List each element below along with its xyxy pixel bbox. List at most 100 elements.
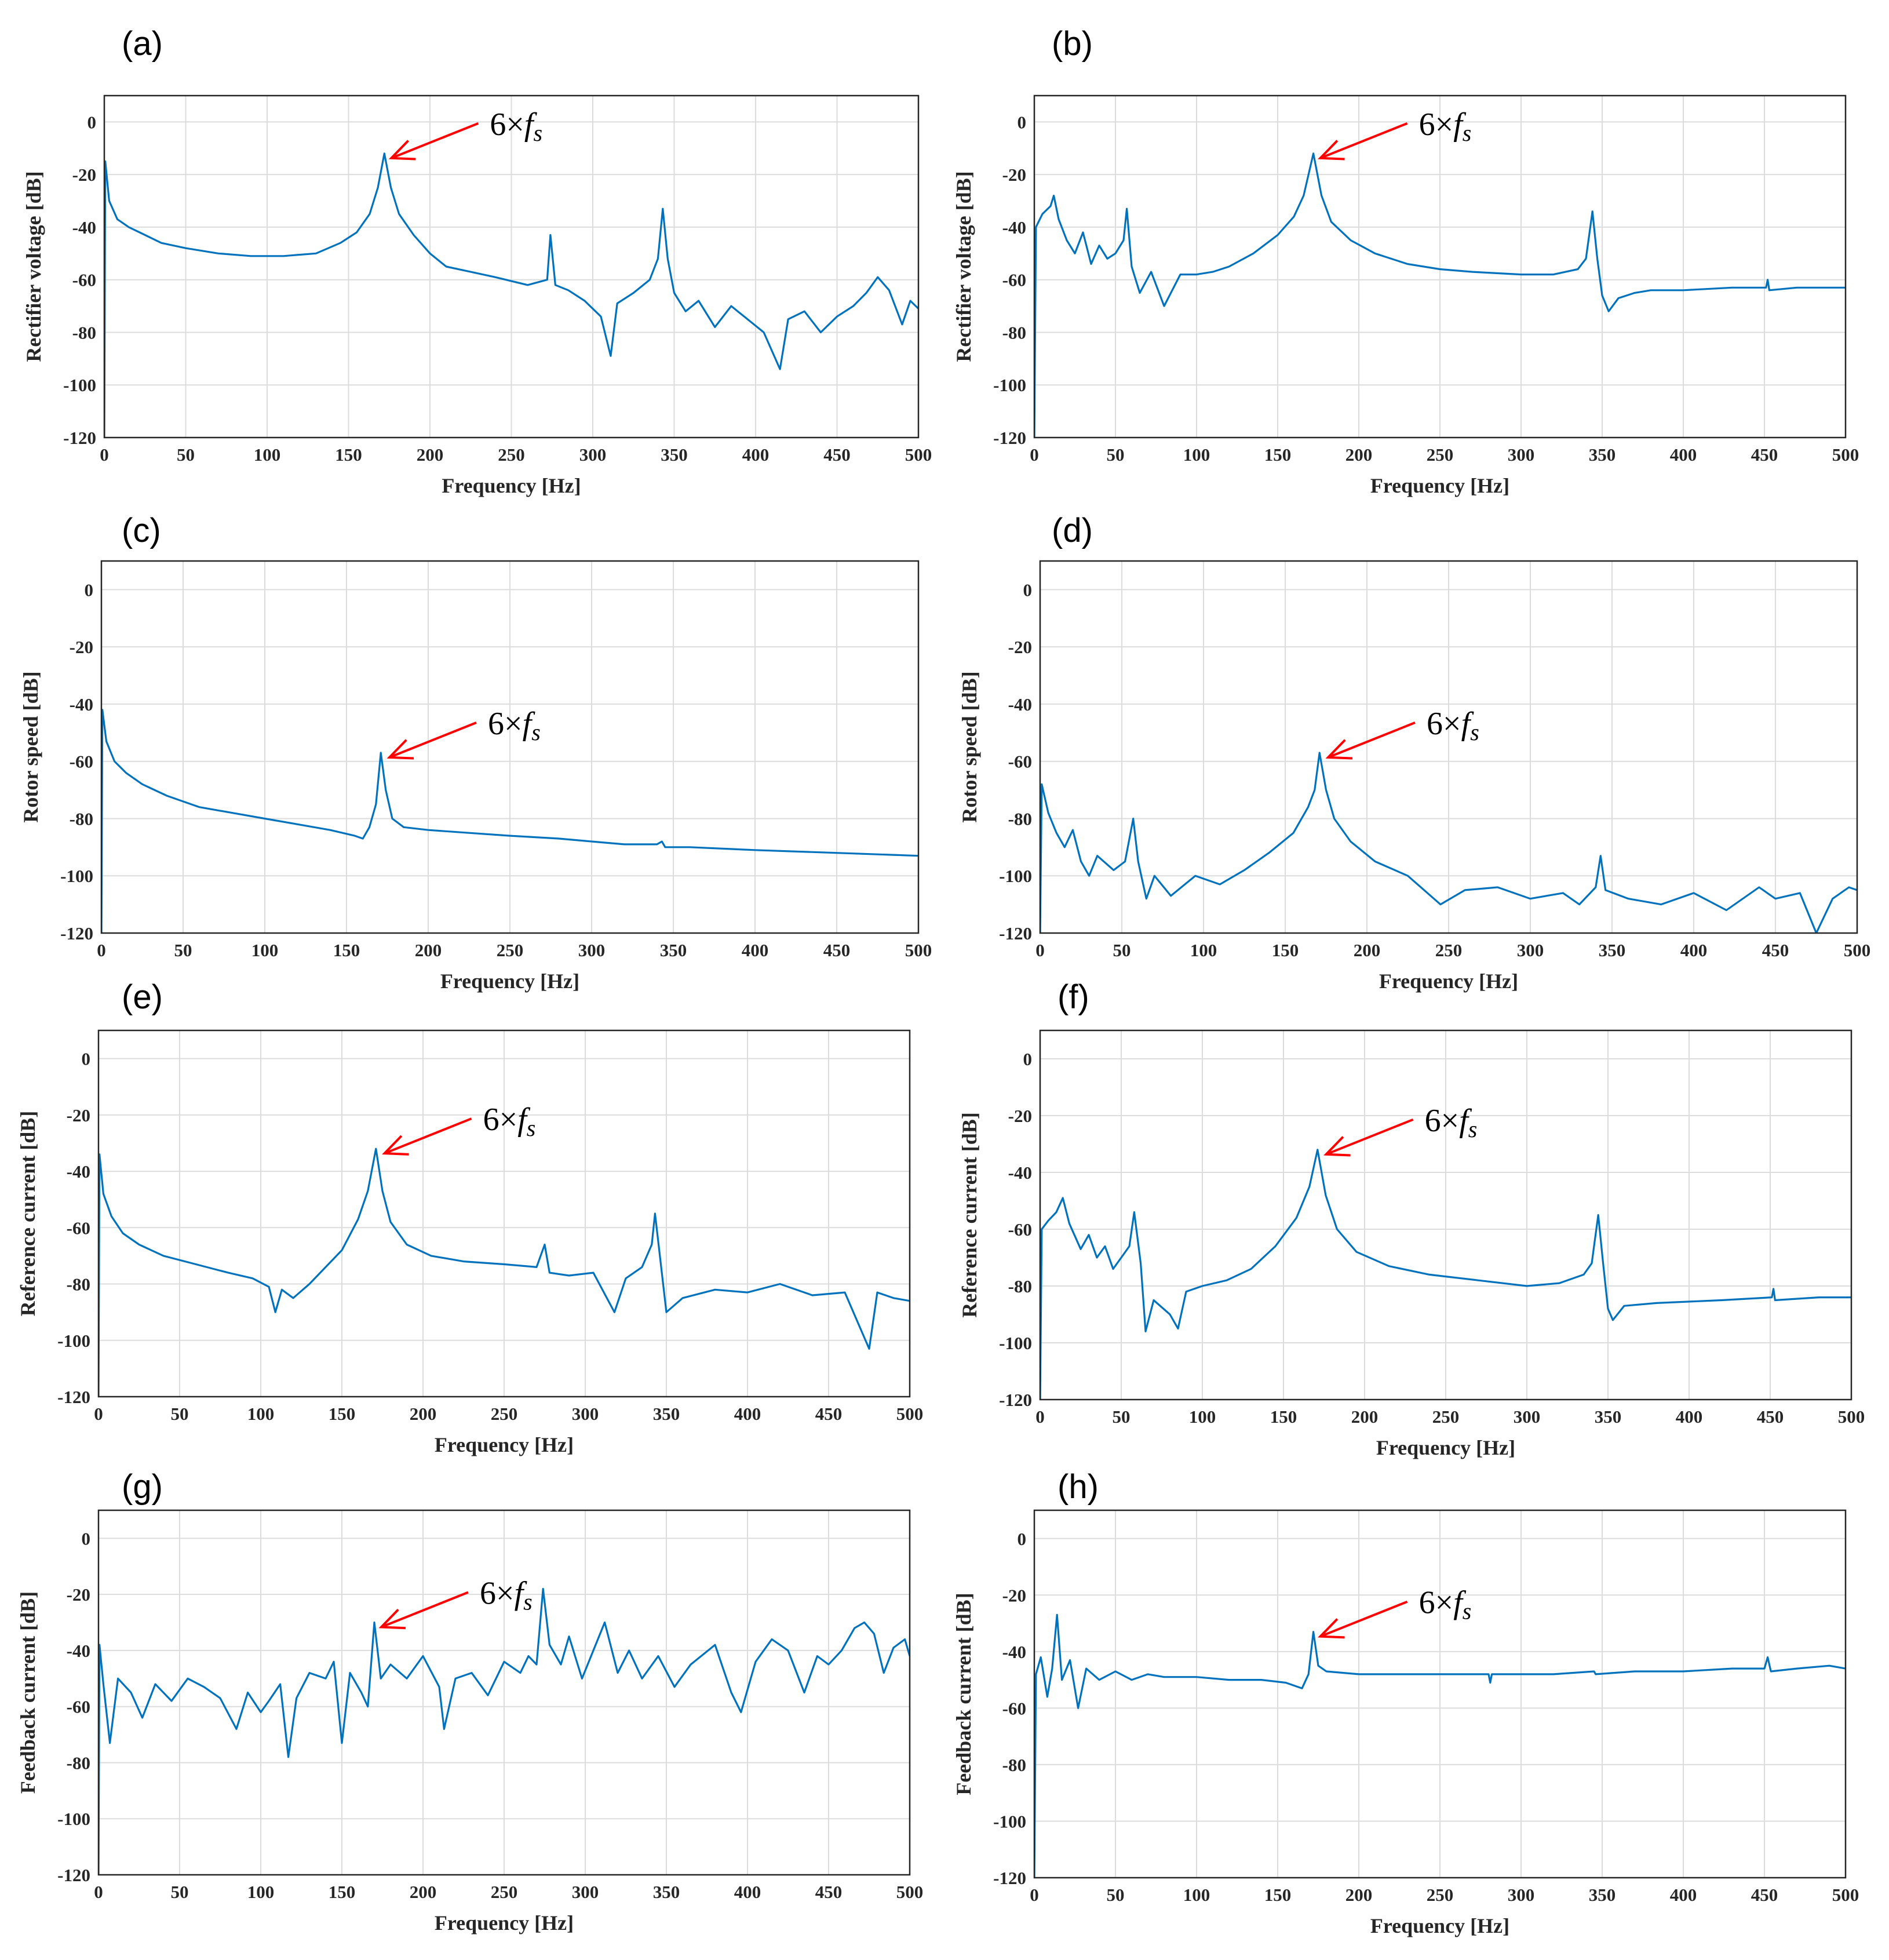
annotation-subscript: s <box>533 120 542 146</box>
annotation-arrow <box>384 1117 472 1155</box>
x-tick-label: 400 <box>1680 940 1708 960</box>
x-tick-label: 250 <box>1432 1407 1460 1427</box>
y-tick-label: -60 <box>1008 752 1032 772</box>
x-tick-label: 0 <box>94 1882 103 1902</box>
series-line-spectrum <box>1040 752 1857 933</box>
y-tick-label: -80 <box>1002 322 1026 343</box>
x-tick-label: 100 <box>247 1404 275 1424</box>
x-tick-label: 50 <box>1107 445 1125 465</box>
x-tick-label: 450 <box>1751 1885 1778 1905</box>
x-tick-label: 0 <box>94 1404 103 1424</box>
x-tick-label: 150 <box>329 1404 356 1424</box>
x-tick-label: 0 <box>1030 445 1039 465</box>
annotation-prefix: 6× <box>1419 1585 1454 1621</box>
y-tick-label: -60 <box>1008 1219 1032 1240</box>
x-tick-label: 400 <box>1670 445 1697 465</box>
chart-panel-3: (d) 0 50 100 150 200 250 300 350 400 450 500 0 -20 -40… <box>958 512 1870 993</box>
y-tick-label: -120 <box>999 1390 1032 1410</box>
x-tick-label: 250 <box>497 940 524 960</box>
panel-label: (e) <box>122 978 163 1016</box>
y-axis-title: Rotor speed [dB] <box>958 671 981 822</box>
x-tick-label: 0 <box>97 940 106 960</box>
x-tick-label: 300 <box>572 1882 599 1902</box>
x-tick-label: 400 <box>1670 1885 1697 1905</box>
y-tick-label: -40 <box>1008 694 1032 715</box>
y-axis-title: Reference current [dB] <box>16 1111 39 1317</box>
x-tick-label: 350 <box>661 445 688 465</box>
x-tick-label: 350 <box>1599 940 1626 960</box>
annotation-label: 6×fs <box>480 1576 533 1615</box>
y-tick-label: 0 <box>1023 1049 1033 1069</box>
y-tick-label: -100 <box>993 375 1026 395</box>
annotation-arrow <box>1325 1118 1414 1156</box>
panel-label: (a) <box>122 25 163 63</box>
x-tick-label: 400 <box>734 1404 761 1424</box>
y-tick-label: -100 <box>999 1333 1032 1353</box>
y-tick-label: -100 <box>57 1331 90 1351</box>
chart-panel-4: (e) 0 50 100 150 200 250 300 350 400 450 500 0 -20 -40… <box>16 978 923 1456</box>
y-tick-label: 0 <box>85 580 94 600</box>
y-tick-label: -40 <box>67 1161 90 1182</box>
annotation-label: 6×fs <box>1419 1585 1472 1624</box>
annotation-arrowhead <box>1318 1618 1345 1639</box>
y-tick-label: -60 <box>1002 270 1026 290</box>
annotation-subscript: s <box>1463 1598 1472 1624</box>
plot-frame <box>97 1029 911 1398</box>
y-tick-label: -80 <box>1008 808 1032 829</box>
x-tick-label: 250 <box>491 1404 518 1424</box>
x-tick-label: 350 <box>653 1404 680 1424</box>
x-tick-label: 0 <box>1030 1885 1039 1905</box>
annotation-prefix: 6× <box>1419 107 1454 143</box>
annotation-prefix: 6× <box>480 1576 515 1612</box>
y-axis-title: Rectifier voltage [dB] <box>22 171 45 362</box>
series-line-spectrum <box>1040 1149 1851 1400</box>
y-tick-label: -20 <box>67 1105 90 1125</box>
y-tick-label: -40 <box>1002 217 1026 238</box>
x-tick-label: 500 <box>896 1882 924 1902</box>
y-tick-label: -60 <box>72 270 96 290</box>
x-tick-label: 500 <box>1832 445 1859 465</box>
y-tick-label: -80 <box>72 322 96 343</box>
annotation-label: 6×fs <box>1425 1103 1478 1142</box>
x-tick-label: 100 <box>1183 1885 1210 1905</box>
x-axis-title: Frequency [Hz] <box>1379 970 1518 993</box>
x-tick-label: 0 <box>100 445 109 465</box>
y-tick-label: -80 <box>1008 1276 1032 1296</box>
annotation-arrowhead <box>382 1135 409 1156</box>
x-tick-label: 150 <box>1270 1407 1297 1427</box>
chart-panel-0: (a) 0 50 100 150 200 250 300 350 400 450 500 0 -20 -40… <box>22 25 932 497</box>
annotation-arrowhead <box>1325 739 1353 760</box>
series-line-spectrum <box>1034 1613 1846 1878</box>
x-tick-label: 300 <box>579 445 607 465</box>
x-tick-label: 150 <box>335 445 362 465</box>
chart-panel-5: (f) 0 50 100 150 200 250 300 350 400 450 500 0 -20 -40… <box>958 978 1865 1459</box>
y-tick-label: -100 <box>57 1809 90 1829</box>
y-axis-title: Rectifier voltage [dB] <box>952 171 975 362</box>
x-tick-label: 50 <box>1113 1407 1131 1427</box>
y-tick-label: -40 <box>67 1641 90 1661</box>
y-tick-label: -120 <box>63 428 96 448</box>
y-tick-label: -120 <box>57 1865 90 1885</box>
chart-panel-7: (h) 0 50 100 150 200 250 300 350 400 450 500 0 -20 -40… <box>952 1468 1859 1937</box>
y-tick-label: -40 <box>72 217 96 238</box>
y-tick-label: -20 <box>1002 1585 1026 1605</box>
x-tick-label: 100 <box>251 940 279 960</box>
y-tick-label: -60 <box>70 752 93 772</box>
series-line-spectrum <box>99 1587 910 1875</box>
x-tick-label: 500 <box>1844 940 1871 960</box>
plot-frame <box>103 94 920 439</box>
x-tick-label: 50 <box>1107 1885 1125 1905</box>
y-tick-label: 0 <box>1018 112 1027 132</box>
x-tick-label: 500 <box>896 1404 924 1424</box>
x-tick-label: 100 <box>1183 445 1210 465</box>
y-tick-label: -40 <box>70 694 93 715</box>
x-tick-label: 200 <box>1351 1407 1379 1427</box>
annotation-arrow <box>1319 1600 1408 1638</box>
x-tick-label: 250 <box>1427 445 1454 465</box>
annotation-label: 6×fs <box>488 706 541 745</box>
x-tick-label: 350 <box>1589 1885 1616 1905</box>
x-tick-label: 500 <box>1838 1407 1865 1427</box>
x-tick-label: 200 <box>415 940 442 960</box>
y-tick-label: -120 <box>60 923 93 943</box>
x-tick-label: 150 <box>1264 1885 1292 1905</box>
